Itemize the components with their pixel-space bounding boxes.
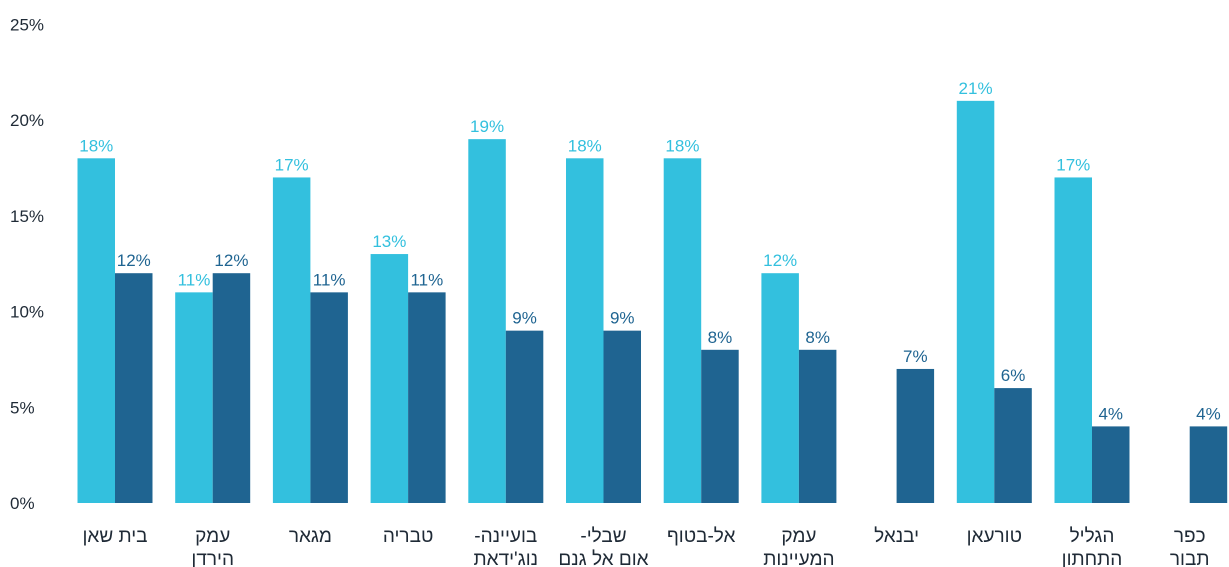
- bar: [468, 139, 506, 503]
- x-tick-label: שבלי-: [580, 526, 626, 547]
- bar: [701, 349, 739, 503]
- bar: [272, 177, 311, 503]
- data-label: 19%: [470, 117, 504, 136]
- y-tick-label: 0%: [10, 494, 35, 513]
- bar: [310, 292, 348, 503]
- x-tick-label: תבור: [1170, 549, 1210, 567]
- bar: [115, 273, 153, 503]
- bar: [370, 254, 409, 503]
- data-label: 11%: [178, 270, 211, 289]
- data-label: 13%: [372, 232, 406, 251]
- x-tick-label: מגאר: [289, 526, 332, 547]
- data-label: 11%: [410, 270, 443, 289]
- bar: [603, 330, 641, 503]
- x-tick-label: טבריה: [383, 526, 434, 547]
- y-tick-label: 20%: [10, 111, 44, 130]
- bar: [212, 273, 251, 503]
- bar: [994, 388, 1032, 503]
- data-label: 12%: [117, 251, 151, 270]
- x-tick-label: בית שאן: [82, 526, 147, 547]
- bar: [956, 100, 995, 503]
- data-label: 21%: [959, 79, 993, 98]
- x-tick-label: אום אל גנם: [558, 549, 648, 567]
- x-tick-label: נוג'ידאת: [474, 549, 539, 567]
- x-tick-label: עמק: [195, 526, 230, 547]
- data-label: 4%: [1196, 404, 1221, 423]
- bar: [408, 292, 446, 503]
- bar: [566, 158, 604, 504]
- data-label: 9%: [512, 309, 537, 328]
- bar: [175, 292, 213, 503]
- x-tick-label: המעיינות: [763, 549, 834, 567]
- y-tick-label: 15%: [10, 207, 44, 226]
- x-tick-label: כפר: [1174, 526, 1206, 547]
- bar: [77, 158, 115, 504]
- bar: [761, 273, 799, 503]
- bar: [798, 349, 837, 503]
- x-tick-label: טורעאן: [967, 526, 1022, 547]
- bar: [663, 158, 702, 504]
- data-label: 12%: [763, 251, 797, 270]
- data-label: 12%: [214, 251, 248, 270]
- data-label: 9%: [610, 309, 635, 328]
- data-label: 18%: [568, 136, 602, 155]
- data-label: 8%: [805, 328, 830, 347]
- y-tick-label: 10%: [10, 303, 44, 322]
- bar: [1054, 177, 1092, 503]
- x-tick-label: אל-בטוף: [667, 526, 736, 547]
- x-tick-label: התחתון: [1062, 549, 1123, 567]
- data-label: 4%: [1098, 404, 1123, 423]
- data-label: 18%: [665, 136, 699, 155]
- bar: [505, 330, 544, 503]
- x-tick-label: בועיינה-: [474, 526, 537, 547]
- data-label: 8%: [708, 328, 733, 347]
- data-label: 18%: [79, 136, 113, 155]
- data-label: 17%: [275, 155, 309, 174]
- x-tick-label: הגליל: [1070, 526, 1115, 547]
- bar: [1092, 426, 1130, 503]
- data-label: 17%: [1056, 155, 1090, 174]
- bar: [1189, 426, 1228, 503]
- data-label: 11%: [313, 270, 346, 289]
- x-tick-label: עמק: [781, 526, 816, 547]
- y-tick-label: 5%: [10, 398, 35, 417]
- x-tick-label: יבנאל: [874, 526, 919, 547]
- data-label: 6%: [1001, 366, 1026, 385]
- y-tick-label: 25%: [10, 15, 44, 34]
- x-tick-label: הירדן: [191, 549, 234, 567]
- bar: [896, 368, 935, 503]
- data-label: 7%: [903, 347, 928, 366]
